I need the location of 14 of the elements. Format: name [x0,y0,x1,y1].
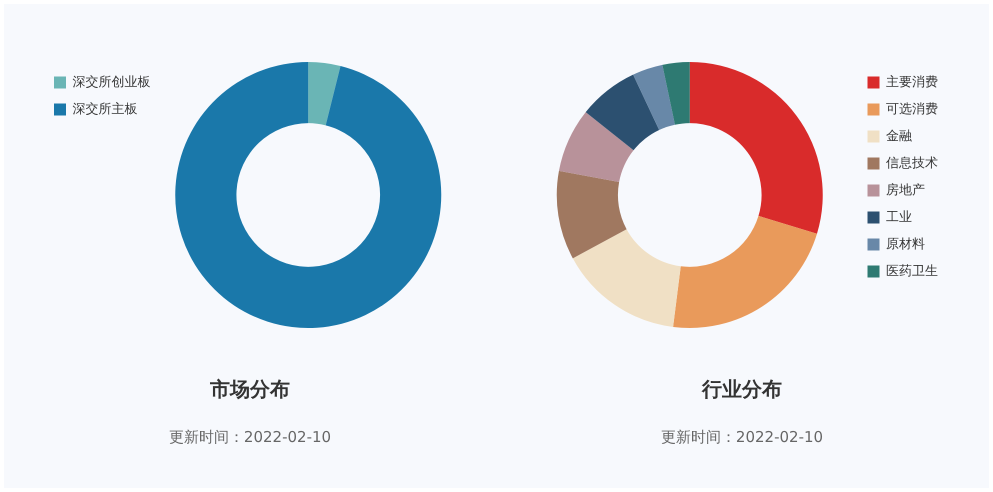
legend-label: 深交所创业板 [72,74,150,90]
text: 市场分布 [209,376,291,403]
legend-label: 可选消费 [886,102,938,117]
legend-label: 房地产 [886,182,925,198]
legend-label: 原材料 [886,236,925,252]
legend-label: 金融 [886,128,912,144]
legend-label: 工业 [886,210,912,225]
legend-label: 深交所主板 [72,100,138,117]
text: 行业分布 [700,376,783,403]
text: 更新时间：2022-02-10 [168,428,332,447]
text: 更新时间：2022-02-10 [660,428,824,447]
legend-label: 信息技术 [886,156,938,171]
legend-label: 医药卫生 [886,264,938,279]
legend-label: 主要消费 [886,74,938,90]
